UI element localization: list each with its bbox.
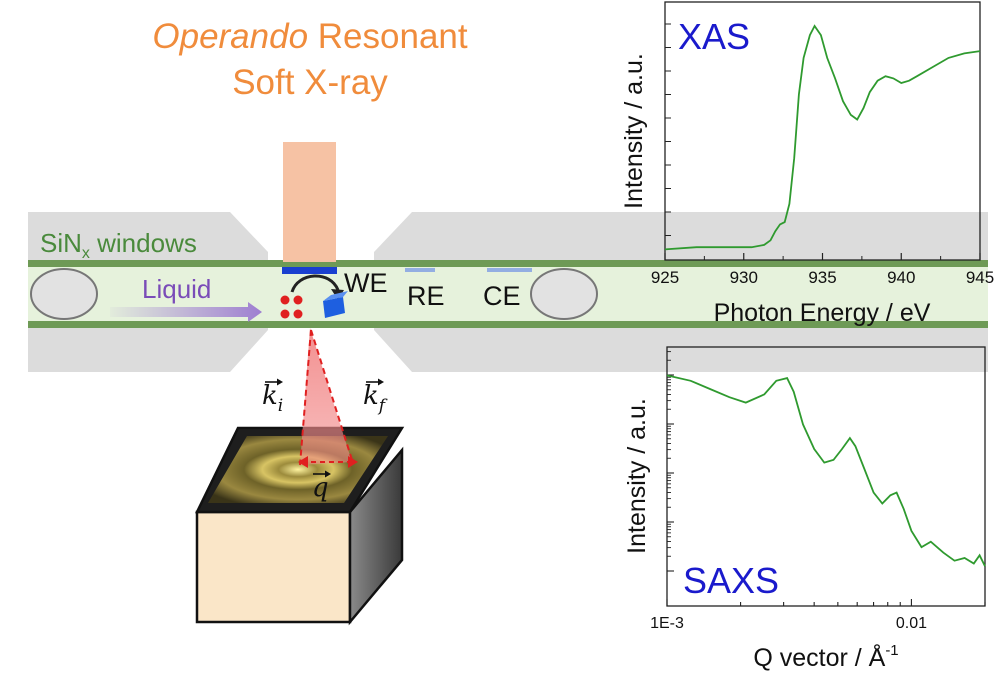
xas-x-tick-label: 940 [887, 268, 915, 287]
xas-x-tick-label: 935 [808, 268, 836, 287]
reaction-arrow [290, 274, 340, 293]
detector-side [348, 446, 404, 626]
k-incident-base: k [262, 381, 278, 411]
nanoparticle [280, 309, 290, 319]
o-ring-left [30, 268, 98, 320]
o-ring-right [530, 268, 598, 320]
xas-panel-label: XAS [678, 16, 750, 57]
saxs-series-line [666, 374, 986, 567]
incident-wavevector-line [299, 329, 312, 466]
xas-tick-group: 925 930 935 940 945 [651, 23, 994, 287]
window-label-subscript: x [82, 245, 90, 262]
figure-title-line-1: Operando Resonant [110, 14, 510, 60]
liquid-label: Liquid [142, 274, 211, 304]
electrode-label-ce: CE [483, 281, 521, 311]
saxs-x-axis-label-text: Q vector / Å [753, 642, 885, 672]
electrode-label-re: RE [407, 281, 445, 311]
window-label-text: SiN [40, 228, 82, 258]
particle-cube-top [323, 291, 348, 301]
xas-y-axis-label: Intensity / a.u. [620, 53, 648, 209]
k-final-arrow-head [378, 378, 384, 386]
figure-title-line-2: Soft X-ray [232, 63, 388, 102]
k-final-sub: f [377, 396, 388, 416]
xas-series-line [664, 24, 981, 251]
membrane-bottom [28, 321, 988, 328]
saxs-tick-group: 1E-3 0.01 [650, 351, 986, 632]
xray-beam [283, 142, 336, 262]
electrode-label-we: WE [344, 268, 388, 298]
xas-x-tick-label: 930 [730, 268, 758, 287]
reference-electrode [405, 268, 435, 272]
k-incident-label: ki [262, 381, 283, 416]
liquid-flow-arrow [110, 302, 262, 322]
window-label-suffix: windows [90, 228, 197, 258]
q-vector-arrow-head-right [348, 456, 358, 468]
saxs-axes-frame [666, 346, 986, 607]
k-incident-sub: i [278, 396, 283, 416]
membrane-top [28, 260, 988, 267]
title-italic-word: Operando [152, 17, 309, 56]
q-label-arrow-head [325, 470, 331, 478]
saxs-y-axis-label: Intensity / a.u. [623, 398, 651, 554]
detector-front [195, 510, 352, 624]
title-rest: Resonant [308, 17, 468, 56]
q-label: q [312, 473, 329, 503]
saxs-chart: 1E-3 0.01 SAXS Q vector / Å-1 Intensity /… [623, 346, 986, 672]
xas-x-tick-label: 925 [651, 268, 679, 287]
xas-chart: 925 930 935 940 945 XAS Photon Energy / eV I… [620, 1, 994, 327]
k-final-label: kf [363, 381, 388, 416]
working-electrode [282, 267, 337, 274]
xas-x-axis-label: Photon Energy / eV [714, 299, 931, 327]
k-final-base: k [363, 381, 379, 411]
counter-electrode [487, 268, 532, 272]
q-vector-arrow-head-left [298, 456, 308, 468]
nanoparticle [280, 295, 290, 305]
nanoparticle [293, 309, 303, 319]
particle-cube [323, 297, 345, 318]
scattered-wavevector-line [310, 329, 353, 461]
saxs-x-axis-label: Q vector / Å-1 [753, 642, 898, 672]
k-incident-arrow-head [277, 378, 283, 386]
window-label: SiNx windows [40, 228, 197, 262]
saxs-panel-label: SAXS [683, 560, 779, 601]
scattering-cone [300, 328, 352, 465]
xas-x-tick-label: 945 [966, 268, 994, 287]
nanoparticle [293, 295, 303, 305]
saxs-x-tick-label: 0.01 [896, 615, 927, 632]
saxs-x-tick-label: 1E-3 [650, 615, 684, 632]
saxs-x-axis-label-sup: -1 [885, 642, 898, 659]
